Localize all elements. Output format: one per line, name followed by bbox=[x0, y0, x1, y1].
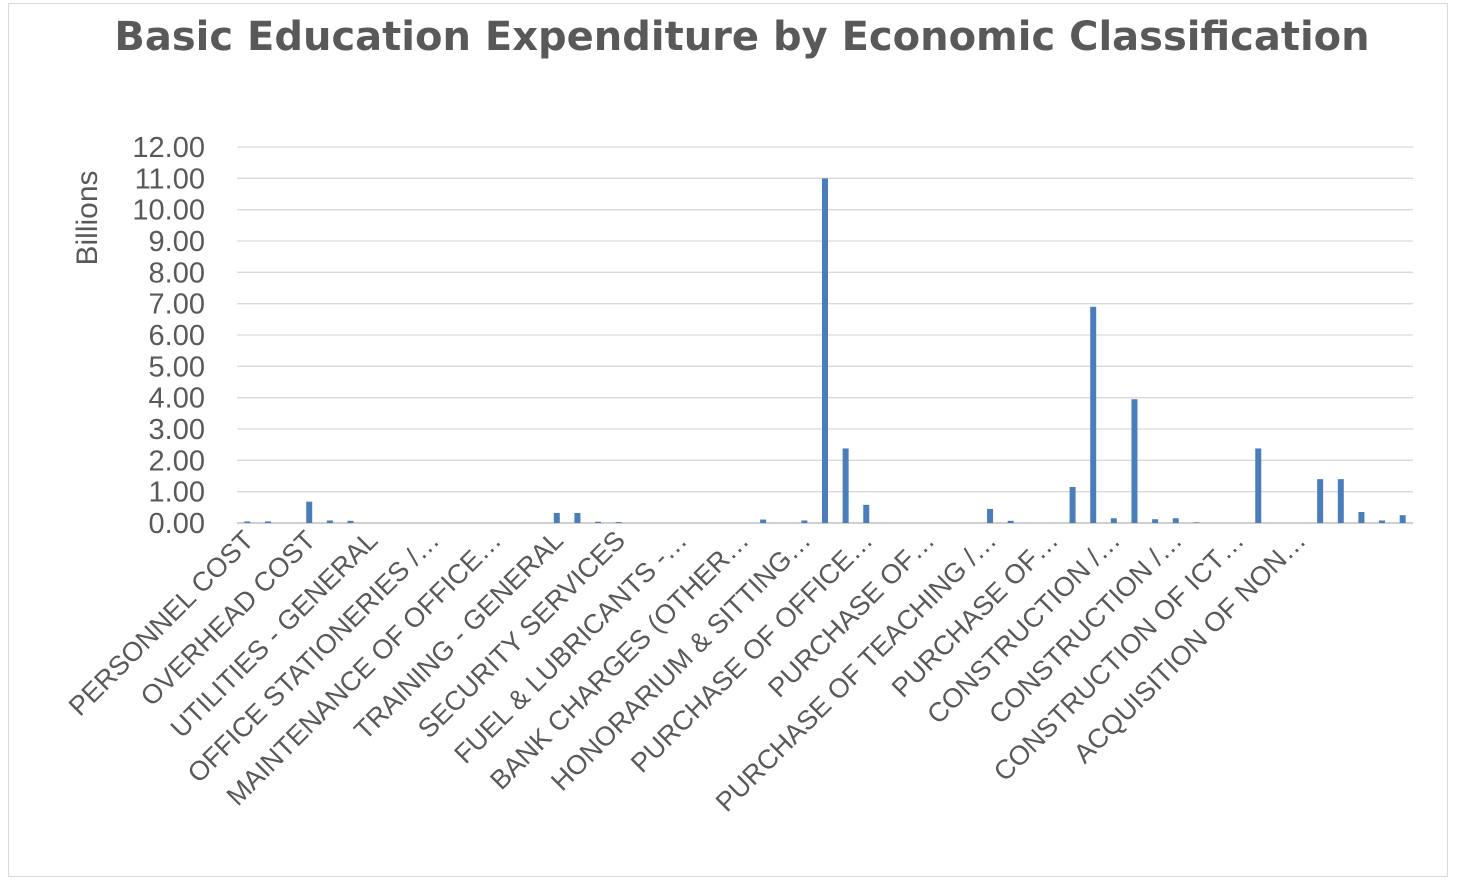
bar bbox=[863, 504, 870, 523]
bar bbox=[1317, 479, 1324, 523]
y-tick-label: 12.00 bbox=[132, 132, 205, 164]
chart-title: Basic Education Expenditure by Economic … bbox=[114, 14, 1370, 60]
bar bbox=[822, 178, 828, 523]
y-axis-ticks: 0.001.002.003.004.005.006.007.008.009.00… bbox=[132, 132, 205, 540]
bar bbox=[615, 522, 622, 523]
y-tick-label: 6.00 bbox=[149, 320, 205, 352]
bar bbox=[264, 521, 271, 523]
bar bbox=[1007, 520, 1014, 523]
bar bbox=[1172, 518, 1179, 523]
bar bbox=[347, 520, 354, 523]
y-tick-label: 10.00 bbox=[132, 195, 205, 227]
bar bbox=[1090, 306, 1097, 523]
bar bbox=[326, 520, 333, 523]
chart-frame bbox=[8, 3, 1448, 877]
y-tick-label: 8.00 bbox=[149, 257, 205, 289]
y-tick-label: 0.00 bbox=[149, 508, 205, 540]
bar bbox=[306, 501, 313, 523]
y-tick-label: 5.00 bbox=[149, 351, 205, 383]
bar bbox=[1069, 486, 1076, 523]
bar bbox=[595, 521, 602, 523]
bar bbox=[842, 448, 849, 523]
bar bbox=[1399, 515, 1406, 523]
bar bbox=[1379, 520, 1386, 523]
bar bbox=[1110, 518, 1117, 523]
y-tick-label: 9.00 bbox=[149, 226, 205, 258]
bar bbox=[760, 519, 767, 523]
y-tick-label: 2.00 bbox=[149, 445, 205, 477]
y-axis-label: Billions bbox=[71, 170, 104, 265]
bar bbox=[244, 521, 251, 523]
y-tick-label: 11.00 bbox=[135, 163, 205, 195]
y-tick-label: 7.00 bbox=[149, 289, 205, 321]
bar bbox=[987, 508, 994, 523]
y-tick-label: 3.00 bbox=[149, 414, 205, 446]
bar bbox=[553, 512, 560, 523]
bars bbox=[244, 178, 1406, 523]
y-tick-label: 1.00 bbox=[149, 477, 205, 509]
bar bbox=[1131, 399, 1138, 523]
bar bbox=[574, 512, 581, 523]
bar bbox=[1152, 519, 1159, 523]
y-tick-label: 4.00 bbox=[149, 383, 205, 415]
bar bbox=[1358, 512, 1365, 523]
bar bbox=[801, 520, 808, 523]
bar bbox=[1337, 479, 1344, 523]
bar bbox=[1193, 522, 1200, 523]
bar bbox=[1255, 448, 1262, 523]
